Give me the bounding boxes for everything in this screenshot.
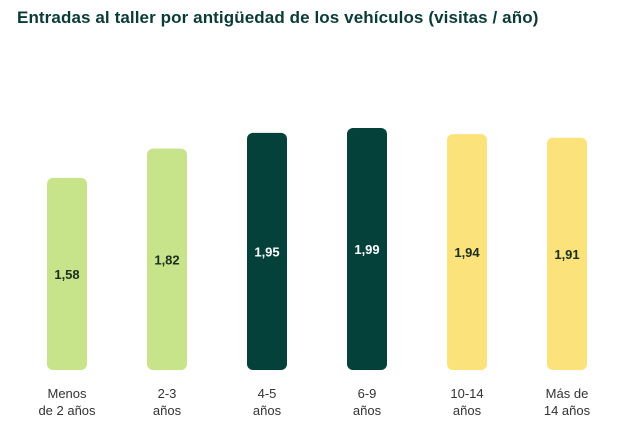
bar-value-label-2: 1,95 bbox=[254, 244, 279, 259]
category-label-2: 4-5 años bbox=[253, 386, 282, 418]
category-label-3: 6-9 años bbox=[353, 386, 382, 418]
bar-5 bbox=[547, 137, 587, 370]
bar-4 bbox=[447, 134, 487, 370]
bar-value-label-3: 1,99 bbox=[354, 242, 379, 257]
bar-1 bbox=[147, 148, 187, 370]
bar-value-label-4: 1,94 bbox=[454, 245, 480, 260]
chart-title: Entradas al taller por antigüedad de los… bbox=[17, 8, 539, 27]
bar-3 bbox=[347, 128, 387, 370]
bar-2 bbox=[247, 132, 287, 370]
category-label-5: Más de 14 años bbox=[544, 386, 591, 418]
category-label-0: Menos de 2 años bbox=[38, 386, 96, 418]
bar-0 bbox=[47, 177, 87, 370]
bar-value-label-0: 1,58 bbox=[54, 267, 79, 282]
bar-value-label-5: 1,91 bbox=[554, 247, 579, 262]
category-label-4: 10-14 años bbox=[450, 386, 483, 418]
bar-value-label-1: 1,82 bbox=[154, 252, 179, 267]
category-label-1: 2-3 años bbox=[153, 386, 182, 418]
